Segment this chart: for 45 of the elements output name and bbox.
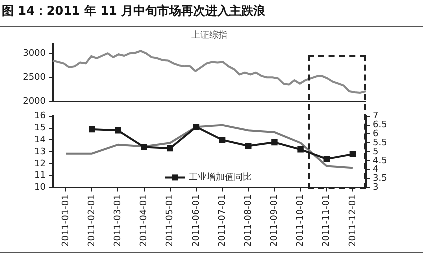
y2-tick-label: 5 <box>373 147 379 158</box>
x-tick-label: 2011-11-01 <box>322 194 332 248</box>
legend-label: 工业增加值同比 <box>189 172 252 184</box>
y-tick-label: 14 <box>34 136 46 146</box>
point <box>298 146 304 153</box>
point <box>193 124 200 130</box>
y2-tick-label: 4 <box>373 165 379 176</box>
y2-tick-label: 5.5 <box>373 138 388 148</box>
x-tick-label: 2011-06-01 <box>192 194 202 248</box>
point <box>141 144 148 150</box>
x-tick-label: 2011-08-01 <box>244 194 254 248</box>
text: 上证综指 <box>192 30 228 41</box>
y-tick-label: 3000 <box>23 48 46 59</box>
y-tick-label: 16 <box>34 112 46 122</box>
x-tick-label: 2011-09-01 <box>270 194 280 248</box>
point <box>324 156 330 162</box>
y-tick-label: 15 <box>34 124 46 134</box>
y2-tick-label: 6.5 <box>373 120 388 131</box>
x-tick-label: 2011-01-01 <box>61 194 72 248</box>
point <box>246 142 252 150</box>
y-tick-label: 2000 <box>23 96 46 107</box>
x-tick-label: 2011-04-01 <box>140 194 150 248</box>
point <box>115 128 122 134</box>
x-tick-label: 2011-10-01 <box>296 194 306 248</box>
chart-title: 图 14：2011 年 11 月中旬市场再次进入主跌浪 <box>2 3 266 20</box>
y-tick-label: 13 <box>34 147 46 158</box>
point <box>350 151 356 158</box>
x-tick-label: 2011-02-01 <box>87 194 98 248</box>
y-tick-label: 11 <box>34 171 46 182</box>
y2-tick-label: 7 <box>373 112 379 122</box>
y-tick-label: 10 <box>34 183 46 194</box>
y-tick-label: 12 <box>34 159 46 170</box>
y2-tick-label: 4.5 <box>373 156 388 166</box>
x-tick-label: 2011-05-01 <box>166 194 176 248</box>
point <box>167 145 174 152</box>
y2-tick-label: 3.5 <box>373 174 388 184</box>
point <box>219 137 226 144</box>
x-tick-label: 2011-03-01 <box>114 194 124 248</box>
point <box>272 139 278 146</box>
y2-tick-label: 3 <box>373 183 379 194</box>
y2-tick-label: 6 <box>373 130 379 140</box>
y-tick-label: 2500 <box>23 72 46 83</box>
point <box>89 126 96 133</box>
x-tick-label: 2011-07-01 <box>218 194 228 248</box>
x-tick-label: 2011-12-01 <box>348 194 358 248</box>
